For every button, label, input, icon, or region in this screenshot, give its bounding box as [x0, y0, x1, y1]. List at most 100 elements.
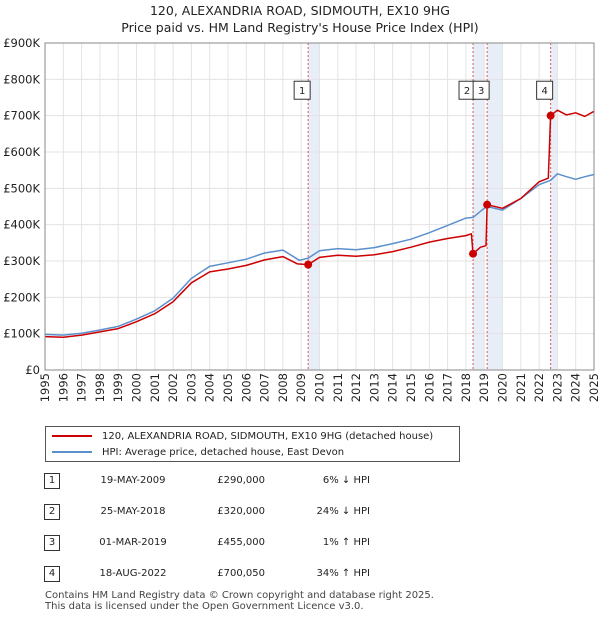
x-tick-label: 2016	[422, 373, 436, 402]
series-lines	[44, 109, 595, 339]
legend-swatch-hpi	[52, 451, 92, 453]
x-tick-label: 2015	[404, 373, 418, 402]
sale-hpi-change: 6% ↓ HPI	[322, 475, 370, 486]
x-tick-label: 2024	[569, 373, 583, 402]
sale-number-badge: 1	[44, 473, 60, 489]
x-tick-label: 2001	[148, 373, 162, 402]
x-tick-label: 2007	[258, 373, 272, 402]
sale-date: 01-MAR-2019	[99, 537, 167, 548]
legend-item-hpi: HPI: Average price, detached house, East…	[52, 444, 344, 460]
x-tick-label: 2021	[514, 373, 528, 402]
legend-swatch-property	[52, 435, 92, 437]
x-tick-label: 1995	[38, 373, 52, 402]
sale-date: 19-MAY-2009	[100, 475, 166, 486]
footer-line-1: Contains HM Land Registry data © Crown c…	[45, 590, 434, 601]
sale-row: 1 19-MAY-2009 £290,000 6% ↓ HPI	[0, 471, 600, 493]
x-tick-label: 2003	[184, 373, 198, 402]
sale-shade-1	[308, 43, 320, 370]
x-tick-label: 2020	[496, 373, 510, 402]
sale-price: £290,000	[217, 475, 265, 486]
sale-number-badge: 4	[44, 566, 60, 582]
hpi-series-line	[44, 173, 595, 336]
y-tick-label: £900K	[3, 36, 40, 50]
x-tick-label: 1998	[93, 373, 107, 402]
y-tick-label: £200K	[3, 290, 40, 304]
x-tick-label: 1996	[56, 373, 70, 402]
legend-item-property: 120, ALEXANDRIA ROAD, SIDMOUTH, EX10 9HG…	[52, 428, 433, 444]
x-tick-label: 2014	[386, 373, 400, 402]
chart-title-block: 120, ALEXANDRIA ROAD, SIDMOUTH, EX10 9HG…	[0, 2, 600, 36]
x-tick-label: 2017	[441, 373, 455, 402]
sale-date-lines	[307, 43, 552, 370]
sale-marker-box-3	[472, 80, 490, 100]
sale-point-1	[304, 260, 313, 269]
x-tick-label: 2008	[276, 373, 290, 402]
sale-date: 25-MAY-2018	[100, 506, 166, 517]
plot-frame	[44, 42, 595, 371]
footer-line-2: This data is licensed under the Open Gov…	[45, 601, 364, 612]
chart-subtitle: Price paid vs. HM Land Registry's House …	[121, 20, 479, 35]
sale-marker-label-4: 4	[541, 86, 547, 97]
sale-shade-4	[550, 43, 558, 370]
x-tick-label: 2004	[203, 373, 217, 402]
sale-marker-box-1	[293, 80, 311, 100]
sale-marker-label-1: 1	[299, 86, 305, 97]
sale-marker-label-2: 2	[464, 86, 470, 97]
x-tick-label: 2005	[221, 373, 235, 402]
y-tick-label: £500K	[3, 181, 40, 195]
sale-shading	[308, 43, 558, 370]
x-axis-ticks: 1995 1996 1997 1998 1999 2000 2001 2002 2003 2004…	[38, 373, 600, 402]
legend-label-property: 120, ALEXANDRIA ROAD, SIDMOUTH, EX10 9HG…	[102, 430, 434, 442]
x-tick-label: 2019	[477, 373, 491, 402]
sale-date: 18-AUG-2022	[99, 568, 167, 579]
sale-row: 4 18-AUG-2022 £700,050 34% ↑ HPI	[0, 564, 600, 586]
x-tick-label: 2010	[313, 373, 327, 402]
sale-hpi-change: 1% ↑ HPI	[322, 537, 370, 548]
x-tick-label: 2018	[459, 373, 473, 402]
property-series-line	[44, 109, 595, 339]
sale-number-badge: 3	[44, 535, 60, 551]
sale-price: £700,050	[217, 568, 265, 579]
sale-number-badge: 2	[44, 504, 60, 520]
sale-row: 2 25-MAY-2018 £320,000 24% ↓ HPI	[0, 502, 600, 524]
x-tick-label: 2022	[532, 373, 546, 402]
sale-marker-label-3: 3	[478, 86, 484, 97]
sale-shade-2	[473, 43, 485, 370]
x-tick-label: 2000	[130, 373, 144, 402]
sale-point-4	[546, 111, 555, 120]
x-tick-label: 2009	[294, 373, 308, 402]
x-tick-label: 2002	[166, 373, 180, 402]
x-tick-label: 2025	[587, 373, 600, 402]
y-axis-ticks: £0 £100K £200K £300K £400K £500K £600K £700K £80…	[3, 36, 40, 377]
x-tick-label: 1997	[75, 373, 89, 402]
sale-marker-box-4	[536, 80, 554, 100]
x-tick-label: 2011	[331, 373, 345, 402]
y-tick-label: £400K	[3, 218, 40, 232]
y-tick-label: £100K	[3, 327, 40, 341]
y-tick-label: £700K	[3, 109, 40, 123]
x-tick-label: 2012	[349, 373, 363, 402]
sale-point-2	[469, 249, 478, 258]
x-tick-label: 2006	[239, 373, 253, 402]
sale-price: £320,000	[217, 506, 265, 517]
chart-title: 120, ALEXANDRIA ROAD, SIDMOUTH, EX10 9HG	[149, 3, 450, 18]
y-tick-label: £600K	[3, 145, 40, 159]
sale-price: £455,000	[217, 537, 265, 548]
sale-point-3	[483, 200, 492, 209]
sale-points	[304, 111, 555, 269]
x-tick-label: 1999	[111, 373, 125, 402]
x-tick-label: 2023	[550, 373, 564, 402]
legend: 120, ALEXANDRIA ROAD, SIDMOUTH, EX10 9HG…	[45, 426, 460, 462]
grid-lines	[44, 42, 595, 371]
footer-attribution: Contains HM Land Registry data © Crown c…	[45, 590, 434, 612]
x-tick-label: 2013	[367, 373, 381, 402]
y-tick-label: £300K	[3, 254, 40, 268]
y-tick-label: £0	[25, 363, 40, 377]
sale-row: 3 01-MAR-2019 £455,000 1% ↑ HPI	[0, 533, 600, 555]
sale-hpi-change: 24% ↓ HPI	[316, 506, 370, 517]
legend-label-hpi: HPI: Average price, detached house, East…	[102, 446, 345, 458]
y-tick-label: £800K	[3, 72, 40, 86]
sale-hpi-change: 34% ↑ HPI	[316, 568, 370, 579]
